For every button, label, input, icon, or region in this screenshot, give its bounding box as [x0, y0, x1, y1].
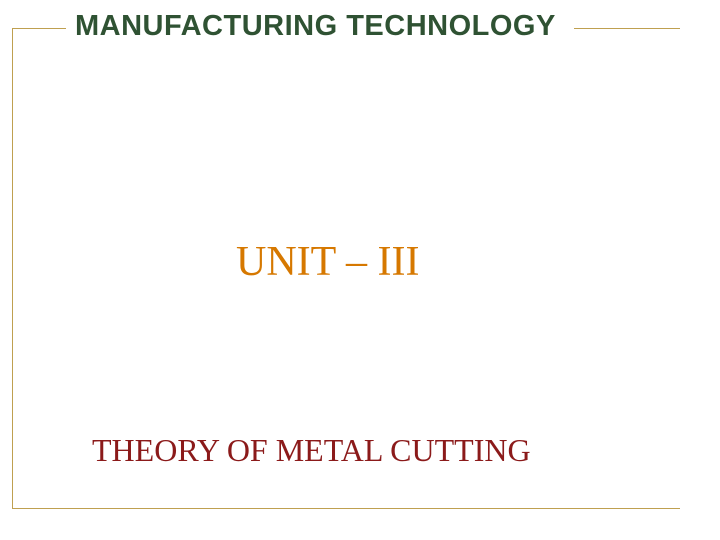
frame-line-bottom: [12, 508, 680, 509]
frame-line-vertical: [12, 28, 13, 508]
unit-heading: UNIT – III: [236, 238, 420, 286]
subtitle-text: THEORY OF METAL CUTTING: [92, 432, 531, 469]
frame-line-left: [12, 28, 66, 29]
slide-title: MANUFACTURING TECHNOLOGY: [75, 10, 556, 43]
frame-line-right: [574, 28, 680, 29]
